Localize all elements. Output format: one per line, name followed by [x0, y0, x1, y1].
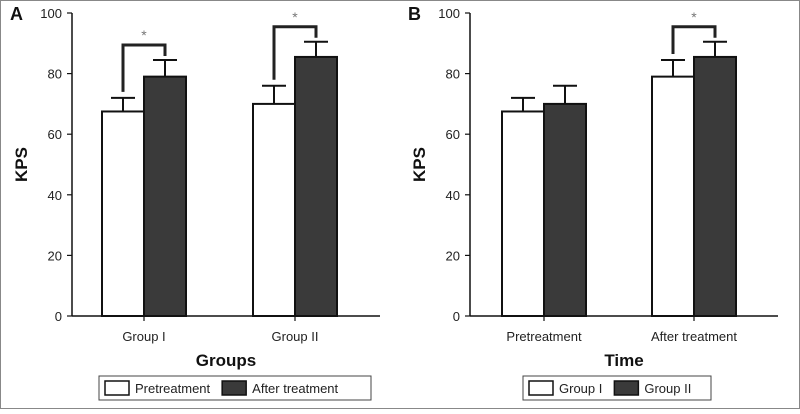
y-tick-label: 100	[438, 6, 460, 21]
significance-marker: *	[141, 27, 147, 43]
chart-panel-b: B 0 20 40 60 80 100 KPS Pretreatment After treatm…	[408, 4, 778, 401]
x-axis-title: Groups	[196, 351, 256, 370]
x-tick-label: After treatment	[651, 329, 737, 344]
bar	[252, 102, 296, 318]
y-tick-label: 80	[446, 67, 460, 82]
legend-swatch	[528, 380, 554, 396]
y-tick-label: 40	[48, 188, 62, 203]
x-tick-label: Pretreatment	[506, 329, 582, 344]
y-tick-label: 80	[48, 67, 62, 82]
legend: Group I Group II	[522, 375, 712, 401]
y-axis-title: KPS	[12, 147, 31, 182]
y-tick-label: 0	[453, 309, 460, 324]
legend-label: Pretreatment	[135, 381, 211, 396]
bar	[143, 75, 187, 317]
x-axis-title: Time	[604, 351, 643, 370]
chart-panel-a: A 0 20 40 60 80 100 KPS Group I Group II * * Groups P…	[10, 4, 380, 401]
significance-bracket	[272, 25, 318, 80]
significance-marker: *	[691, 9, 697, 25]
significance-marker: *	[292, 9, 298, 25]
bar	[543, 102, 587, 318]
legend-swatch	[221, 380, 247, 396]
significance-bracket	[671, 25, 717, 54]
legend-label: Group I	[559, 381, 602, 396]
x-tick-label: Group I	[122, 329, 165, 344]
legend-label: After treatment	[252, 381, 338, 396]
panel-label: A	[10, 4, 23, 24]
y-tick-label: 20	[48, 248, 62, 263]
significance-bracket	[121, 43, 167, 92]
bar	[651, 75, 695, 317]
y-tick-label: 20	[446, 248, 460, 263]
y-tick-label: 0	[55, 309, 62, 324]
bar	[101, 110, 145, 317]
legend: Pretreatment After treatment	[98, 375, 372, 401]
x-tick-label: Group II	[272, 329, 319, 344]
legend-swatch	[613, 380, 640, 396]
y-tick-label: 40	[446, 188, 460, 203]
y-tick-label: 100	[40, 6, 62, 21]
bar	[294, 55, 338, 318]
panel-label: B	[408, 4, 421, 24]
bar	[693, 55, 737, 318]
legend-label: Group II	[644, 381, 691, 396]
y-axis-title: KPS	[410, 147, 429, 182]
y-tick-label: 60	[446, 127, 460, 142]
legend-swatch	[104, 380, 130, 396]
y-tick-label: 60	[48, 127, 62, 142]
bar	[501, 110, 545, 317]
